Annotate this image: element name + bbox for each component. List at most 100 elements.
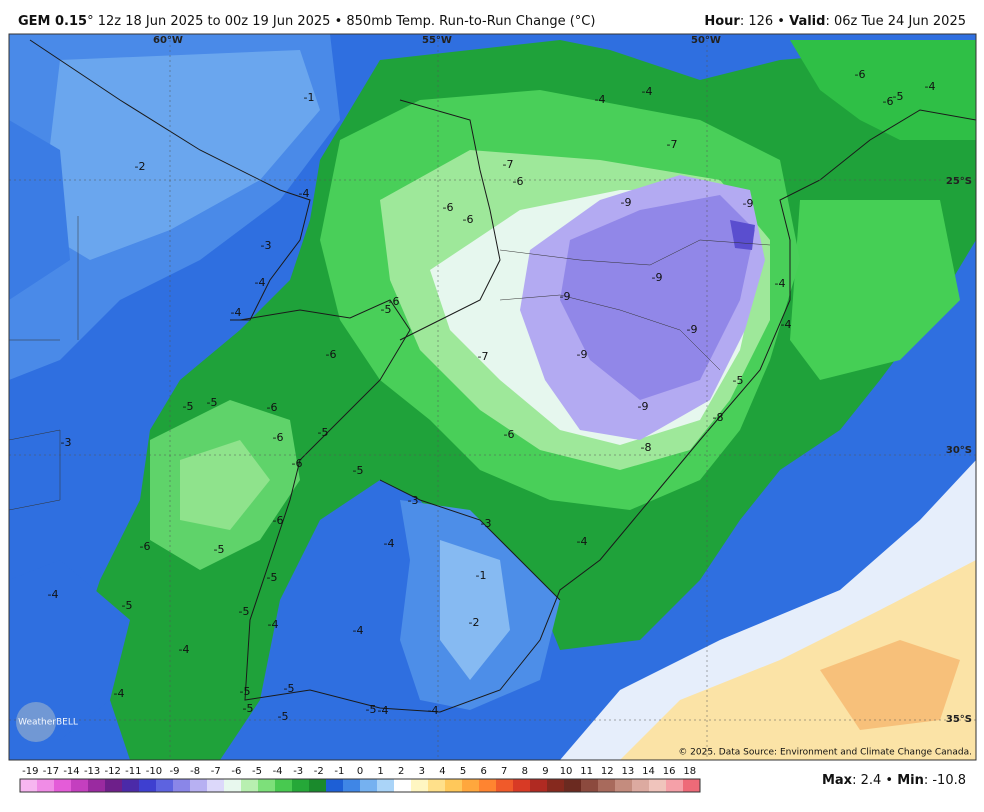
contour-label: -2 [469,616,480,629]
lon-label: 55°W [422,35,452,46]
map [9,34,976,760]
colorbar-tick: 8 [522,766,528,777]
state-line [499,294,721,371]
contour-label: -5 [733,374,744,387]
contour-label: -4 [114,687,125,700]
contour-label: -5 [214,543,225,556]
region [820,640,960,730]
colorbar-tick: -8 [190,766,200,777]
colorbar-tick: 4 [439,766,445,777]
colorbar-tick: -6 [231,766,241,777]
colorbar-tick: 9 [542,766,548,777]
model: GEM 0.15 [18,14,87,29]
contour-label: -4 [353,624,364,637]
contour-label: -5 [353,464,364,477]
colorbar-swatch [598,779,616,792]
contour-label: -5 [366,703,377,716]
contour-label: -5 [278,710,289,723]
contour-label: -5 [284,682,295,695]
contour-label: -6 [273,431,284,444]
colorbar-tick: 18 [683,766,696,777]
contour-label: -3 [61,436,72,449]
copyright: © 2025. Data Source: Environment and Cli… [678,748,972,758]
contour-label: -4 [231,306,242,319]
contour-label: -5 [893,90,904,103]
region [440,540,510,680]
contour-label: -4 [179,643,190,656]
colorbar-tick: -7 [211,766,221,777]
colorbar-swatch [88,779,106,792]
colorbar-swatch [54,779,72,792]
border [29,39,311,321]
contour-label: -4 [781,318,792,331]
colorbar-swatch [632,779,650,792]
colorbar: -19 -17 -14 -13 -12 -11 -10 -9 -8 -7 -6 -5 -4 -3 -2 -1 0… [19,766,701,793]
contour-label: -4 [428,704,439,717]
valid: : 06z Tue 24 Jun 2025 [825,14,966,29]
colorbar-swatch [666,779,684,792]
colorbar-swatch [547,779,565,792]
contour-label: -4 [595,93,606,106]
min-label: Min [897,773,924,788]
contour-label: -4 [775,277,786,290]
max-label: Max [822,773,853,788]
colorbar-tick: -17 [43,766,59,777]
colorbar-swatch [105,779,123,792]
region [790,200,960,380]
lon-label: 50°W [691,35,721,46]
region [9,120,70,300]
contour-label: -6 [267,401,278,414]
colorbar-swatch [377,779,395,792]
contour-label: -6 [855,68,866,81]
colorbar-tick: 1 [377,766,383,777]
contour-label: -4 [384,537,395,550]
state-line [499,239,771,266]
state-line [9,339,61,511]
map-frame [8,33,977,761]
border [379,479,561,601]
contour-label: -2 [135,160,146,173]
contour-label: -8 [713,411,724,424]
colorbar-swatch [224,779,242,792]
contour-label: -9 [577,348,588,361]
colorbar-swatch [394,779,412,792]
contour-label: -5 [183,400,194,413]
contour-label: -4 [378,704,389,717]
colorbar-swatch [275,779,293,792]
hour: : 126 • [740,14,789,29]
contour-labels: -4-4-7-7-6-9 -9-9-9-9-9-7-9-8-8-5-4-4-6-6… [48,68,936,723]
colorbar-swatch [326,779,344,792]
contour-label: -5 [318,426,329,439]
contour-label: -9 [687,323,698,336]
colorbar-swatch [411,779,429,792]
colorbar-tick: -3 [293,766,303,777]
colorbar-tick: 2 [398,766,404,777]
contour-label: -3 [408,494,419,507]
contour-label: -4 [577,535,588,548]
contour-label: -6 [463,213,474,226]
colorbar-tick: -14 [63,766,79,777]
contour-label: -6 [326,348,337,361]
contour-label: -9 [621,196,632,209]
logo-mark [16,702,56,742]
colorbar-swatch [479,779,497,792]
colorbar-swatch [649,779,667,792]
contour-label: -6 [443,201,454,214]
colorbar-swatch [462,779,480,792]
contour-label: -1 [304,91,315,104]
valid-label: Valid [789,14,825,29]
colorbar-tick: 6 [480,766,486,777]
region [9,560,130,740]
colorbar-tick: -13 [84,766,100,777]
colorbar-tick: -2 [314,766,324,777]
colorbar-tick: 7 [501,766,507,777]
contour-label: -6 [883,95,894,108]
colorbar-swatch [258,779,276,792]
contour-label: -7 [667,138,678,151]
colorbar-tick: -5 [252,766,262,777]
contour-label: -9 [638,400,649,413]
colorbar-tick: 0 [357,766,363,777]
contour-label: -4 [642,85,653,98]
